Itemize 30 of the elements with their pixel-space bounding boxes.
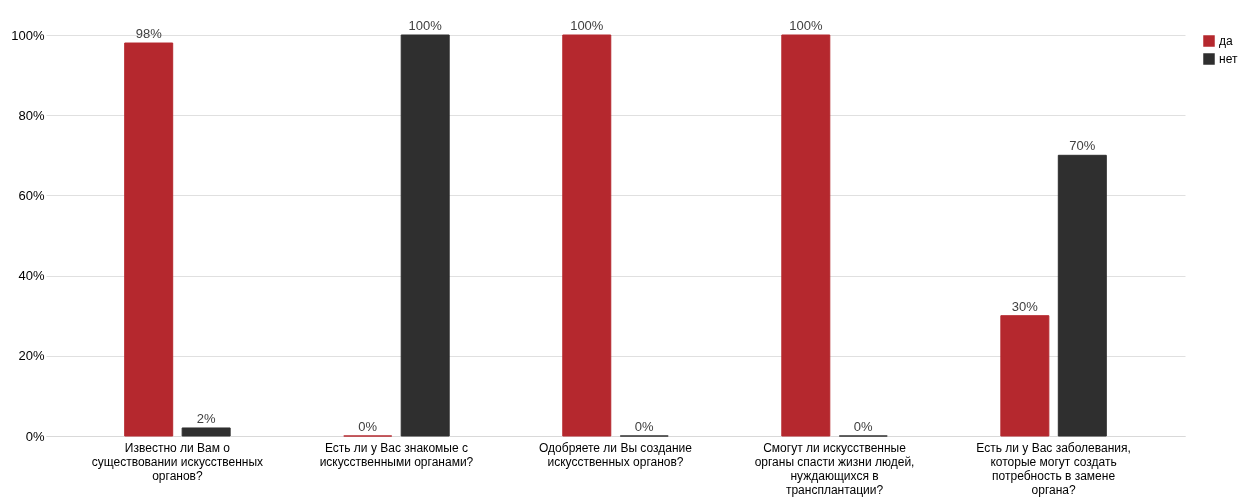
bar — [400, 34, 450, 437]
legend-label: да — [1219, 34, 1233, 48]
bar — [1000, 315, 1050, 437]
x-tick-label: Есть ли у Вас знакомые с искусственными органами? — [319, 440, 474, 469]
x-tick-label: Известно ли Вам о существовании искусственных органов? — [91, 440, 264, 483]
bar — [181, 427, 231, 437]
data-label: 100% — [789, 18, 823, 33]
data-label: 0% — [358, 419, 378, 434]
data-label: 100% — [408, 18, 443, 33]
x-tick-label: Смогут ли искусственные органы спасти жизни людей, нуждающихся в трансплантации? — [754, 440, 915, 497]
y-tick-label: 40% — [18, 268, 45, 284]
data-label: 0% — [634, 419, 655, 434]
y-tick-label: 100% — [11, 27, 45, 43]
x-tick-label: Одобряете ли Вы создание искусственных органов? — [539, 440, 693, 469]
bar — [781, 34, 831, 437]
x-tick-label: Есть ли у Вас заболевания, которые могут создать потребность в замене органа? — [976, 440, 1131, 497]
data-label: 100% — [570, 18, 604, 33]
bar — [124, 42, 174, 437]
y-tick-label: 20% — [18, 348, 45, 364]
legend-label: нет — [1219, 52, 1238, 66]
y-tick-label: 80% — [18, 107, 45, 123]
data-label: 0% — [853, 419, 874, 434]
data-label: 2% — [196, 410, 216, 426]
y-tick-label: 60% — [18, 187, 45, 203]
data-label: 70% — [1069, 138, 1096, 154]
bar — [562, 34, 612, 437]
data-label: 30% — [1011, 298, 1039, 314]
bar — [1057, 154, 1107, 437]
data-label: 98% — [135, 26, 163, 42]
y-tick-label: 0% — [25, 428, 45, 444]
